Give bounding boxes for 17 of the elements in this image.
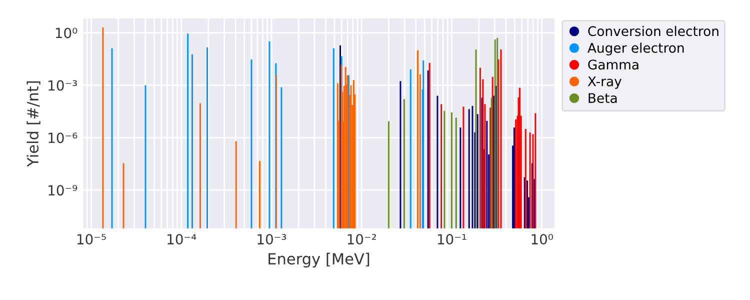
legend-label: Beta (588, 93, 617, 104)
x-tick-label: 10⁻⁴ (168, 234, 196, 245)
legend-label: Auger electron (588, 42, 684, 56)
y-axis-title: Yield [#/nt] (26, 81, 40, 167)
y-tick-label: 10⁻⁹ (48, 185, 78, 196)
legend-label: X-ray (588, 76, 622, 89)
y-tick-label: 10⁰ (56, 28, 78, 38)
x-tick-label: 10⁻¹ (438, 234, 466, 245)
x-axis-title: Energy [MeV] (268, 252, 370, 268)
x-tick-label: 10⁻³ (258, 234, 286, 245)
y-tick-label: 10⁻⁶ (48, 132, 78, 144)
legend-label: Conversion electron (588, 26, 718, 36)
y-tick-label: 10⁻³ (48, 80, 77, 91)
x-tick-label: 10⁻² (348, 234, 376, 245)
x-tick-label: 10⁻⁵ (77, 234, 106, 245)
x-tick-label: 10⁰ (532, 234, 553, 245)
legend-label: Gamma (588, 60, 638, 70)
